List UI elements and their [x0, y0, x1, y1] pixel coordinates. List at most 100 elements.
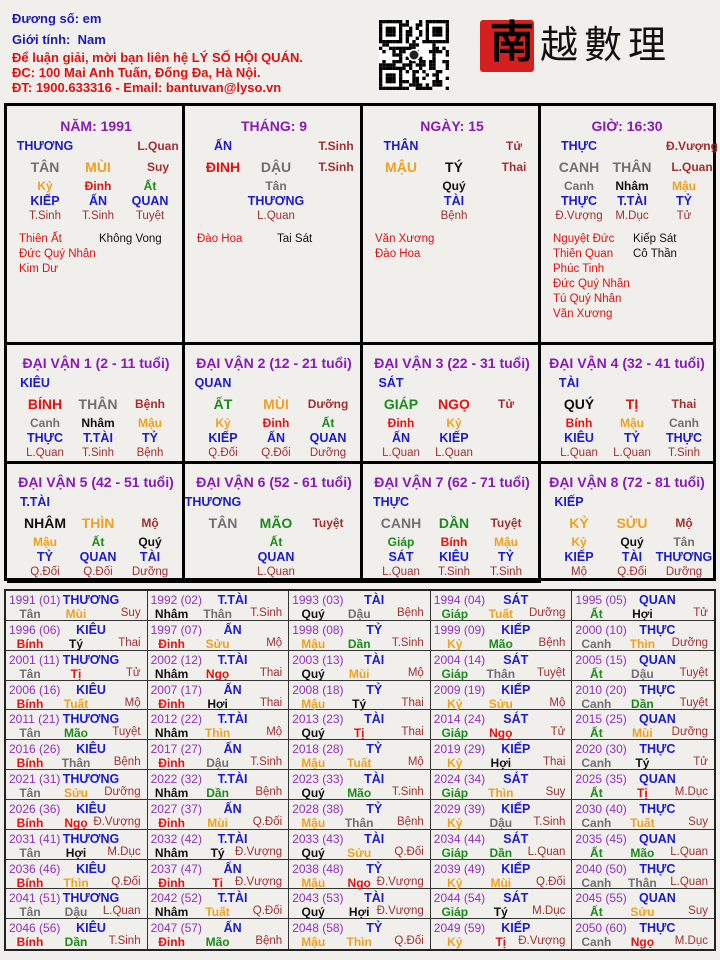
year-cell[interactable]: 2017 (27) ẤN Đinh Dậu T.Sinh: [147, 740, 290, 770]
year-cell[interactable]: 2032 (42) T.TÀI Nhâm Tý Đ.Vượng: [147, 829, 290, 860]
year-branch: Hợi: [632, 607, 653, 621]
year-cell[interactable]: 1993 (03) TÀI Quý Dậu Bệnh: [289, 591, 431, 621]
year-cell[interactable]: 2049 (59) KIẾP Kỷ Tị Đ.Vượng: [431, 919, 573, 949]
year-stem: Kỷ: [447, 696, 463, 711]
year-branch: Thìn: [63, 875, 89, 890]
year-god: QUAN: [638, 831, 676, 846]
year-cell[interactable]: 2014 (24) SÁT Giáp Ngọ Tử: [430, 710, 573, 740]
year-cell[interactable]: 2047 (57) ẤN Đinh Mão Bệnh: [148, 919, 290, 949]
year-cell[interactable]: 2024 (34) SÁT Giáp Thìn Suy: [430, 770, 573, 800]
year-cell[interactable]: 2043 (53) TÀI Quý Hợi Đ.Vượng: [289, 889, 431, 919]
year-cell[interactable]: 2025 (35) QUAN Ất Tị M.Dục: [572, 770, 714, 800]
year-branch: Dần: [206, 786, 229, 800]
pillar-hour-god-status: Đ.Vượng: [666, 139, 718, 153]
year-cell[interactable]: 2013 (23) TÀI Quý Tị Thai: [289, 710, 431, 740]
dai-van-8-hidden-stem: Tân: [673, 535, 695, 549]
year-stem: Canh: [581, 636, 612, 651]
year-cell[interactable]: 2038 (48) TỶ Mậu Ngọ Đ.Vượng: [289, 859, 431, 890]
year-branch: Thìn: [346, 935, 372, 950]
year-cell[interactable]: 2009 (19) KIẾP Kỷ Sửu Mộ: [430, 680, 573, 711]
year-cell[interactable]: 2033 (43) TÀI Quý Sửu Q.Đối: [289, 829, 431, 860]
year-branch: Mão: [205, 935, 230, 950]
year-cell[interactable]: 2020 (30) THỰC Canh Tý Tử: [572, 740, 714, 770]
year-branch: Tuất: [63, 696, 89, 711]
year-cell[interactable]: 1997 (07) ẤN Đinh Sửu Mộ: [147, 620, 290, 651]
good-star: Phúc Tinh: [553, 263, 605, 275]
year-cell[interactable]: 2003 (13) TÀI Quý Mùi Mộ: [289, 650, 431, 681]
year-cell[interactable]: 2019 (29) KIẾP Kỷ Hợi Thai: [430, 740, 573, 770]
year-cell[interactable]: 2008 (18) TỶ Mậu Tý Thai: [289, 680, 431, 711]
year-cell[interactable]: 2011 (21) THƯƠNG Tân Mão Tuyệt: [6, 710, 148, 740]
year-cell[interactable]: 2031 (41) THƯƠNG Tân Hợi M.Dục: [6, 829, 148, 860]
dai-van-1: ĐẠI VẬN 1 (2 - 11 tuổi) KIÊU BÍNH THÂN Bệnh C…: [7, 345, 185, 464]
year-cell[interactable]: 2005 (15) QUAN Ất Dậu Tuyệt: [572, 651, 714, 681]
year-cell[interactable]: 2022 (32) T.TÀI Nhâm Dần Bệnh: [147, 770, 290, 800]
year-stem: Ất: [590, 607, 603, 621]
year-cell[interactable]: 2037 (47) ẤN Đinh Tị Đ.Vượng: [147, 859, 290, 890]
year-cell[interactable]: 2007 (17) ẤN Đinh Hợi Thai: [147, 680, 290, 711]
year-cell[interactable]: 1996 (06) KIÊU Bính Tý Thai: [6, 620, 148, 651]
year-branch: Tý: [493, 905, 508, 920]
year-cell[interactable]: 2028 (38) TỶ Mậu Thân Bệnh: [289, 799, 431, 830]
year-cell[interactable]: 1995 (05) QUAN Ất Hợi Tử: [572, 591, 714, 621]
dai-van-4-hidden-god: THỰC: [665, 431, 703, 445]
year-god: KIẾP: [501, 742, 531, 757]
dai-van-1-hidden-stem: Nhâm: [81, 416, 115, 430]
year-label: 2038 (48): [292, 861, 344, 876]
year-cell[interactable]: 2000 (10) THỰC Canh Thìn Dưỡng: [572, 621, 714, 651]
good-star: Tú Quý Nhân: [553, 293, 622, 305]
year-status: Tuyệt: [537, 666, 566, 679]
pillar-year-hidden-status: Tuyệt: [135, 210, 165, 222]
year-cell[interactable]: 2001 (11) THƯƠNG Tân Tị Tử: [6, 650, 148, 681]
year-cell[interactable]: 1992 (02) T.TÀI Nhâm Thân T.Sinh: [147, 591, 290, 621]
year-god: SÁT: [503, 831, 529, 846]
year-cell[interactable]: 2048 (58) TỶ Mậu Thìn Q.Đối: [289, 919, 431, 949]
year-cell[interactable]: 2034 (44) SÁT Giáp Dần L.Quan: [430, 829, 573, 860]
dai-van-7-hidden-stem: Bính: [440, 535, 468, 549]
year-cell[interactable]: 2018 (28) TỶ Mậu Tuất Mộ: [289, 740, 431, 770]
year-cell[interactable]: 1994 (04) SÁT Giáp Tuất Dưỡng: [430, 591, 573, 621]
year-cell[interactable]: 2036 (46) KIÊU Bính Thìn Q.Đối: [6, 859, 148, 890]
year-cell[interactable]: 2004 (14) SÁT Giáp Thân Tuyệt: [430, 650, 573, 681]
year-cell[interactable]: 2040 (50) THỰC Canh Thân L.Quan: [572, 860, 714, 890]
year-cell[interactable]: 2044 (54) SÁT Giáp Tý M.Dục: [430, 889, 573, 920]
year-label: 2016 (26): [9, 742, 61, 757]
year-cell[interactable]: 2042 (52) T.TÀI Nhâm Tuất Q.Đối: [147, 889, 290, 919]
year-cell[interactable]: 2006 (16) KIÊU Bính Tuất Mộ: [6, 680, 148, 711]
year-cell[interactable]: 2015 (25) QUAN Ất Mùi Dưỡng: [572, 710, 714, 740]
year-stem: Quý: [301, 786, 325, 800]
year-cell[interactable]: 2035 (45) QUAN Ất Mão L.Quan: [572, 830, 714, 860]
year-cell[interactable]: 2046 (56) KIÊU Bính Dần T.Sinh: [6, 919, 148, 949]
year-branch: Tị: [495, 935, 507, 950]
year-cell[interactable]: 2050 (60) THỰC Canh Ngọ M.Dục: [572, 919, 714, 949]
year-cell[interactable]: 2029 (39) KIẾP Kỷ Dậu T.Sinh: [430, 799, 573, 830]
qr-code-icon[interactable]: [379, 20, 449, 90]
year-cell[interactable]: 1998 (08) TỶ Mậu Dần T.Sinh: [289, 620, 431, 651]
year-status: Q.Đối: [535, 875, 566, 888]
year-cell[interactable]: 2002 (12) T.TÀI Nhâm Ngọ Thai: [147, 650, 290, 681]
year-cell[interactable]: 2041 (51) THƯƠNG Tân Dậu L.Quan: [6, 889, 148, 919]
year-stem: Tân: [19, 666, 41, 681]
year-cell[interactable]: 2026 (36) KIÊU Bính Ngọ Đ.Vượng: [6, 799, 148, 830]
year-cell[interactable]: 1991 (01) THƯƠNG Tân Mùi Suy: [6, 591, 148, 621]
year-cell[interactable]: 2010 (20) THỰC Canh Dần Tuyệt: [572, 681, 714, 711]
year-branch: Thìn: [204, 726, 231, 741]
year-cell[interactable]: 2027 (37) ẤN Đinh Mùi Q.Đối: [147, 799, 290, 830]
year-cell[interactable]: 2045 (55) QUAN Ất Sửu Suy: [572, 889, 714, 919]
year-cell[interactable]: 2030 (40) THỰC Canh Tuất Suy: [572, 800, 714, 830]
good-star: Kim Dư: [19, 263, 59, 275]
dai-van-8-stem: KỶ: [569, 515, 589, 531]
year-cell[interactable]: 2021 (31) THƯƠNG Tân Sửu Dưỡng: [6, 770, 148, 800]
year-label: 2001 (11): [9, 652, 60, 667]
pillar-hour-branch: THÂN: [612, 159, 652, 175]
year-stem: Đinh: [158, 935, 185, 950]
year-cell[interactable]: 2012 (22) T.TÀI Nhâm Thìn Mộ: [147, 710, 290, 741]
year-cell[interactable]: 2016 (26) KIÊU Bính Thân Bệnh: [6, 740, 148, 770]
pillar-month-god: ẤN: [213, 139, 233, 153]
year-cell[interactable]: 1999 (09) KIẾP Kỷ Mão Bệnh: [430, 620, 573, 651]
year-status: Thai: [401, 726, 424, 739]
year-cell[interactable]: 2023 (33) TÀI Quý Mão T.Sinh: [289, 770, 431, 800]
year-god: KIÊU: [76, 682, 106, 697]
year-label: 2020 (30): [575, 742, 627, 757]
year-cell[interactable]: 2039 (49) KIẾP Kỷ Mùi Q.Đối: [430, 859, 573, 890]
